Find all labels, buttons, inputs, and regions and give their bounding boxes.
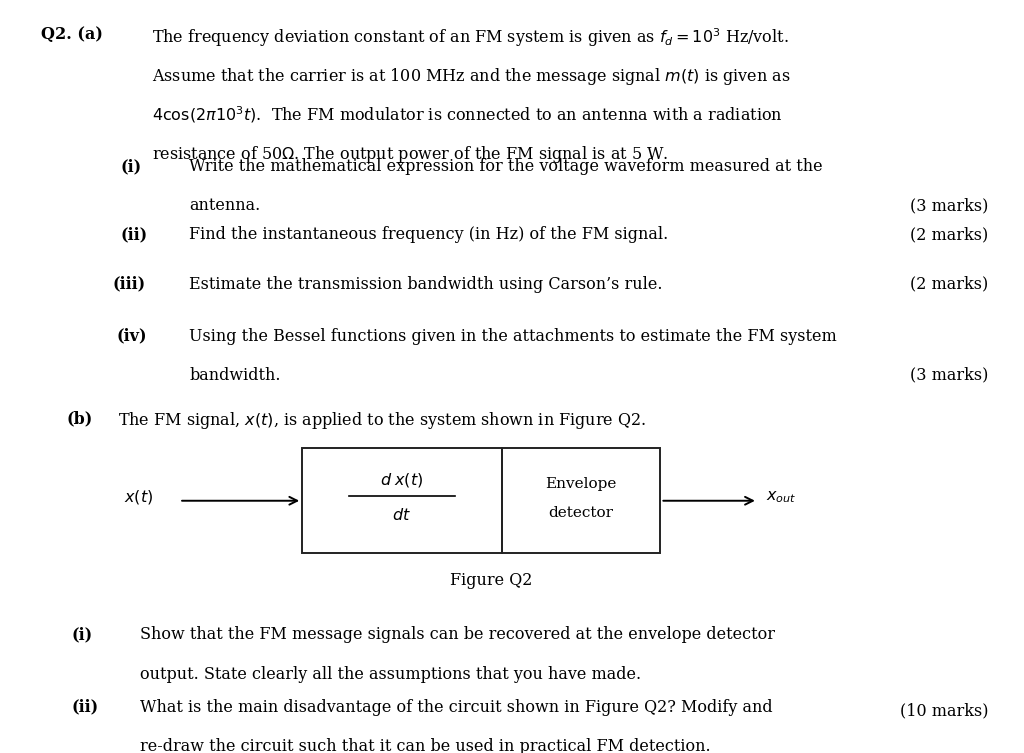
- Text: Write the mathematical expression for the voltage waveform measured at the: Write the mathematical expression for th…: [189, 158, 823, 175]
- Text: Envelope: Envelope: [546, 477, 616, 491]
- Text: (b): (b): [67, 410, 93, 428]
- Text: Estimate the transmission bandwidth using Carson’s rule.: Estimate the transmission bandwidth usin…: [189, 276, 663, 293]
- Text: (2 marks): (2 marks): [910, 276, 988, 293]
- Text: The FM signal, $x(t)$, is applied to the system shown in Figure Q2.: The FM signal, $x(t)$, is applied to the…: [118, 410, 646, 431]
- Text: Q2. (a): Q2. (a): [41, 26, 102, 44]
- Text: Assume that the carrier is at 100 MHz and the message signal $m(t)$ is given as: Assume that the carrier is at 100 MHz an…: [152, 66, 791, 87]
- Text: Figure Q2: Figure Q2: [451, 572, 532, 590]
- Text: (i): (i): [121, 158, 142, 175]
- Text: $x(t)$: $x(t)$: [124, 488, 154, 506]
- Text: $x_{out}$: $x_{out}$: [766, 489, 797, 505]
- Text: The frequency deviation constant of an FM system is given as $f_d = 10^3$ Hz/vol: The frequency deviation constant of an F…: [152, 26, 788, 49]
- Text: (i): (i): [72, 626, 93, 644]
- Text: Find the instantaneous frequency (in Hz) of the FM signal.: Find the instantaneous frequency (in Hz)…: [189, 226, 669, 243]
- Text: Show that the FM message signals can be recovered at the envelope detector: Show that the FM message signals can be …: [140, 626, 775, 644]
- Text: (ii): (ii): [121, 226, 147, 243]
- Text: antenna.: antenna.: [189, 197, 261, 215]
- Text: What is the main disadvantage of the circuit shown in Figure Q2? Modify and: What is the main disadvantage of the cir…: [140, 699, 773, 716]
- Text: (iv): (iv): [117, 328, 147, 345]
- Text: Using the Bessel functions given in the attachments to estimate the FM system: Using the Bessel functions given in the …: [189, 328, 838, 345]
- Text: output. State clearly all the assumptions that you have made.: output. State clearly all the assumption…: [140, 666, 641, 683]
- Text: resistance of 50$\Omega$. The output power of the FM signal is at 5 W.: resistance of 50$\Omega$. The output pow…: [152, 144, 668, 165]
- Text: bandwidth.: bandwidth.: [189, 367, 281, 384]
- Text: re-draw the circuit such that it can be used in practical FM detection.: re-draw the circuit such that it can be …: [140, 738, 711, 753]
- Text: $d\;x(t)$: $d\;x(t)$: [380, 471, 424, 489]
- Text: (10 marks): (10 marks): [900, 703, 988, 720]
- Text: detector: detector: [549, 506, 613, 520]
- Text: $4\cos(2\pi10^3t)$.  The FM modulator is connected to an antenna with a radiatio: $4\cos(2\pi10^3t)$. The FM modulator is …: [152, 105, 782, 125]
- Text: (2 marks): (2 marks): [910, 226, 988, 243]
- Text: (3 marks): (3 marks): [909, 197, 988, 215]
- Text: (3 marks): (3 marks): [909, 367, 988, 384]
- Text: $dt$: $dt$: [392, 508, 412, 524]
- Text: (ii): (ii): [72, 699, 98, 716]
- Text: (iii): (iii): [113, 276, 145, 293]
